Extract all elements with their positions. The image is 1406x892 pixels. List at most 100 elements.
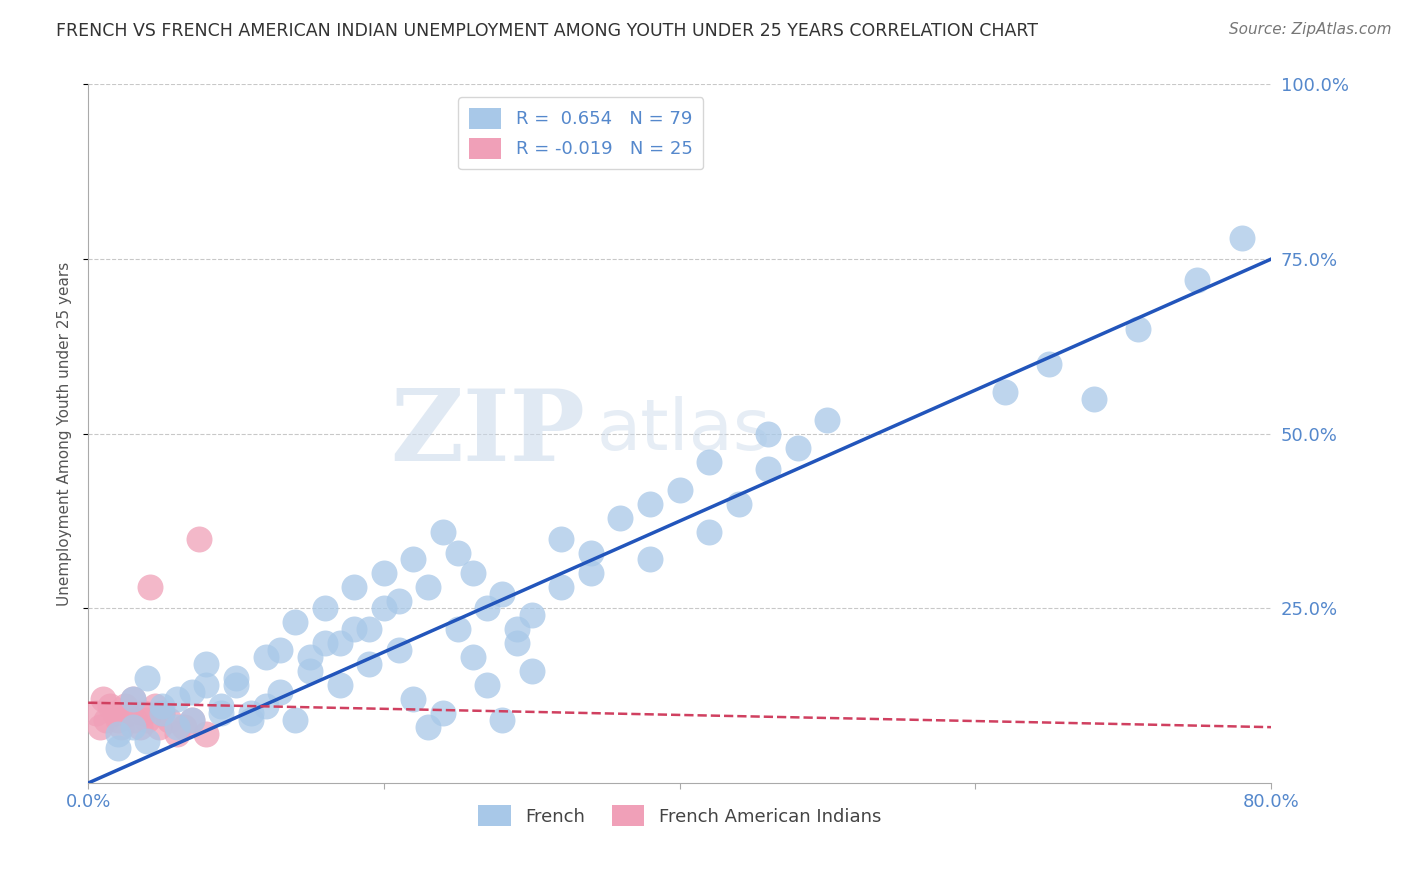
Point bbox=[461, 566, 484, 581]
Text: atlas: atlas bbox=[596, 396, 772, 465]
Point bbox=[1083, 392, 1105, 406]
Point bbox=[432, 524, 454, 539]
Point bbox=[121, 692, 143, 706]
Point bbox=[188, 532, 211, 546]
Point bbox=[359, 657, 381, 672]
Point bbox=[136, 713, 159, 727]
Point bbox=[104, 706, 127, 721]
Point bbox=[520, 665, 543, 679]
Point bbox=[314, 636, 336, 650]
Point bbox=[727, 497, 749, 511]
Point bbox=[994, 384, 1017, 399]
Point bbox=[579, 566, 602, 581]
Point bbox=[209, 706, 232, 721]
Text: Source: ZipAtlas.com: Source: ZipAtlas.com bbox=[1229, 22, 1392, 37]
Point bbox=[697, 524, 720, 539]
Point bbox=[91, 692, 114, 706]
Point bbox=[756, 426, 779, 441]
Point bbox=[402, 552, 425, 566]
Point bbox=[817, 413, 839, 427]
Point bbox=[110, 720, 132, 734]
Point bbox=[107, 713, 129, 727]
Point bbox=[638, 552, 661, 566]
Point bbox=[195, 727, 218, 741]
Point bbox=[359, 623, 381, 637]
Point bbox=[121, 720, 143, 734]
Point bbox=[195, 678, 218, 692]
Point bbox=[343, 581, 366, 595]
Point bbox=[136, 734, 159, 748]
Point bbox=[402, 692, 425, 706]
Point bbox=[638, 497, 661, 511]
Point bbox=[373, 566, 395, 581]
Point bbox=[506, 636, 529, 650]
Point bbox=[150, 706, 173, 721]
Point bbox=[166, 720, 188, 734]
Point bbox=[269, 685, 291, 699]
Point bbox=[506, 623, 529, 637]
Point bbox=[269, 643, 291, 657]
Point bbox=[609, 510, 631, 524]
Point bbox=[121, 692, 143, 706]
Point bbox=[1185, 273, 1208, 287]
Point bbox=[148, 720, 170, 734]
Point bbox=[491, 713, 513, 727]
Point bbox=[477, 678, 499, 692]
Point bbox=[373, 601, 395, 615]
Point bbox=[579, 545, 602, 559]
Point bbox=[432, 706, 454, 721]
Point bbox=[150, 706, 173, 721]
Point bbox=[343, 623, 366, 637]
Point bbox=[328, 678, 350, 692]
Point bbox=[491, 587, 513, 601]
Point bbox=[284, 615, 307, 630]
Point bbox=[1230, 231, 1253, 245]
Point bbox=[239, 706, 262, 721]
Point bbox=[94, 713, 117, 727]
Text: FRENCH VS FRENCH AMERICAN INDIAN UNEMPLOYMENT AMONG YOUTH UNDER 25 YEARS CORRELA: FRENCH VS FRENCH AMERICAN INDIAN UNEMPLO… bbox=[56, 22, 1038, 40]
Point bbox=[134, 706, 156, 721]
Point bbox=[114, 699, 136, 714]
Point bbox=[418, 720, 440, 734]
Point bbox=[180, 713, 202, 727]
Y-axis label: Unemployment Among Youth under 25 years: Unemployment Among Youth under 25 years bbox=[58, 261, 72, 606]
Point bbox=[461, 650, 484, 665]
Point bbox=[388, 594, 411, 608]
Point bbox=[118, 706, 141, 721]
Point bbox=[477, 601, 499, 615]
Point bbox=[284, 713, 307, 727]
Point bbox=[98, 699, 121, 714]
Point bbox=[298, 665, 321, 679]
Point bbox=[180, 685, 202, 699]
Point bbox=[150, 699, 173, 714]
Point bbox=[136, 671, 159, 685]
Point bbox=[756, 461, 779, 475]
Point bbox=[225, 678, 247, 692]
Point bbox=[254, 699, 277, 714]
Point bbox=[166, 692, 188, 706]
Point bbox=[129, 720, 152, 734]
Point bbox=[388, 643, 411, 657]
Legend: French, French American Indians: French, French American Indians bbox=[471, 798, 889, 833]
Point bbox=[159, 713, 181, 727]
Point bbox=[107, 727, 129, 741]
Point bbox=[239, 713, 262, 727]
Point bbox=[173, 720, 195, 734]
Point bbox=[180, 713, 202, 727]
Point bbox=[166, 727, 188, 741]
Point bbox=[550, 532, 572, 546]
Point bbox=[195, 657, 218, 672]
Point bbox=[298, 650, 321, 665]
Point bbox=[550, 581, 572, 595]
Point bbox=[89, 720, 111, 734]
Point bbox=[139, 581, 162, 595]
Point bbox=[418, 581, 440, 595]
Point bbox=[314, 601, 336, 615]
Point bbox=[209, 699, 232, 714]
Point bbox=[1126, 322, 1149, 336]
Point bbox=[697, 455, 720, 469]
Point bbox=[787, 441, 810, 455]
Point bbox=[1038, 357, 1060, 371]
Point bbox=[668, 483, 690, 497]
Point bbox=[254, 650, 277, 665]
